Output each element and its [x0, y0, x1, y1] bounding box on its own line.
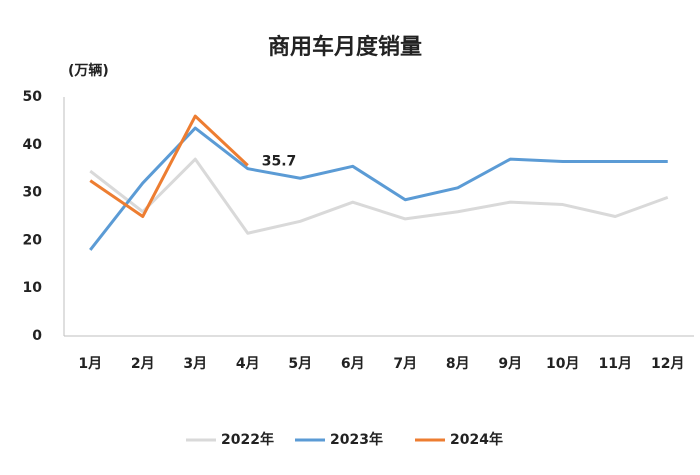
x-tick-label: 6月: [341, 356, 365, 372]
x-tick-label: 11月: [599, 356, 632, 372]
x-tick-label: 9月: [498, 356, 522, 372]
x-tick-label: 10月: [546, 356, 579, 372]
x-tick-label: 1月: [78, 356, 102, 372]
series-line: [89, 157, 669, 235]
x-tick-label: 3月: [183, 356, 207, 372]
y-tick-label: 0: [32, 328, 42, 344]
chart-title: 商用车月度销量: [268, 34, 422, 60]
series-line: [89, 126, 668, 251]
x-tick-label: 5月: [288, 356, 312, 372]
y-tick-label: 10: [23, 280, 43, 296]
x-tick-label: 4月: [236, 356, 260, 372]
y-tick-label: 50: [23, 89, 43, 105]
y-tick-label: 20: [23, 232, 43, 248]
x-tick-label: 2月: [131, 356, 155, 372]
series-line: [89, 114, 249, 218]
y-axis-label: (万辆): [68, 62, 109, 79]
x-tick-label: 12月: [651, 356, 684, 372]
y-tick-label: 40: [23, 137, 43, 153]
legend-label: 2023年: [330, 431, 383, 448]
x-tick-label: 7月: [393, 356, 417, 372]
data-label: 35.7: [262, 153, 297, 169]
legend-label: 2022年: [221, 431, 274, 448]
x-tick-label: 8月: [446, 356, 470, 372]
y-tick-label: 30: [23, 185, 43, 201]
legend-label: 2024年: [450, 431, 503, 448]
